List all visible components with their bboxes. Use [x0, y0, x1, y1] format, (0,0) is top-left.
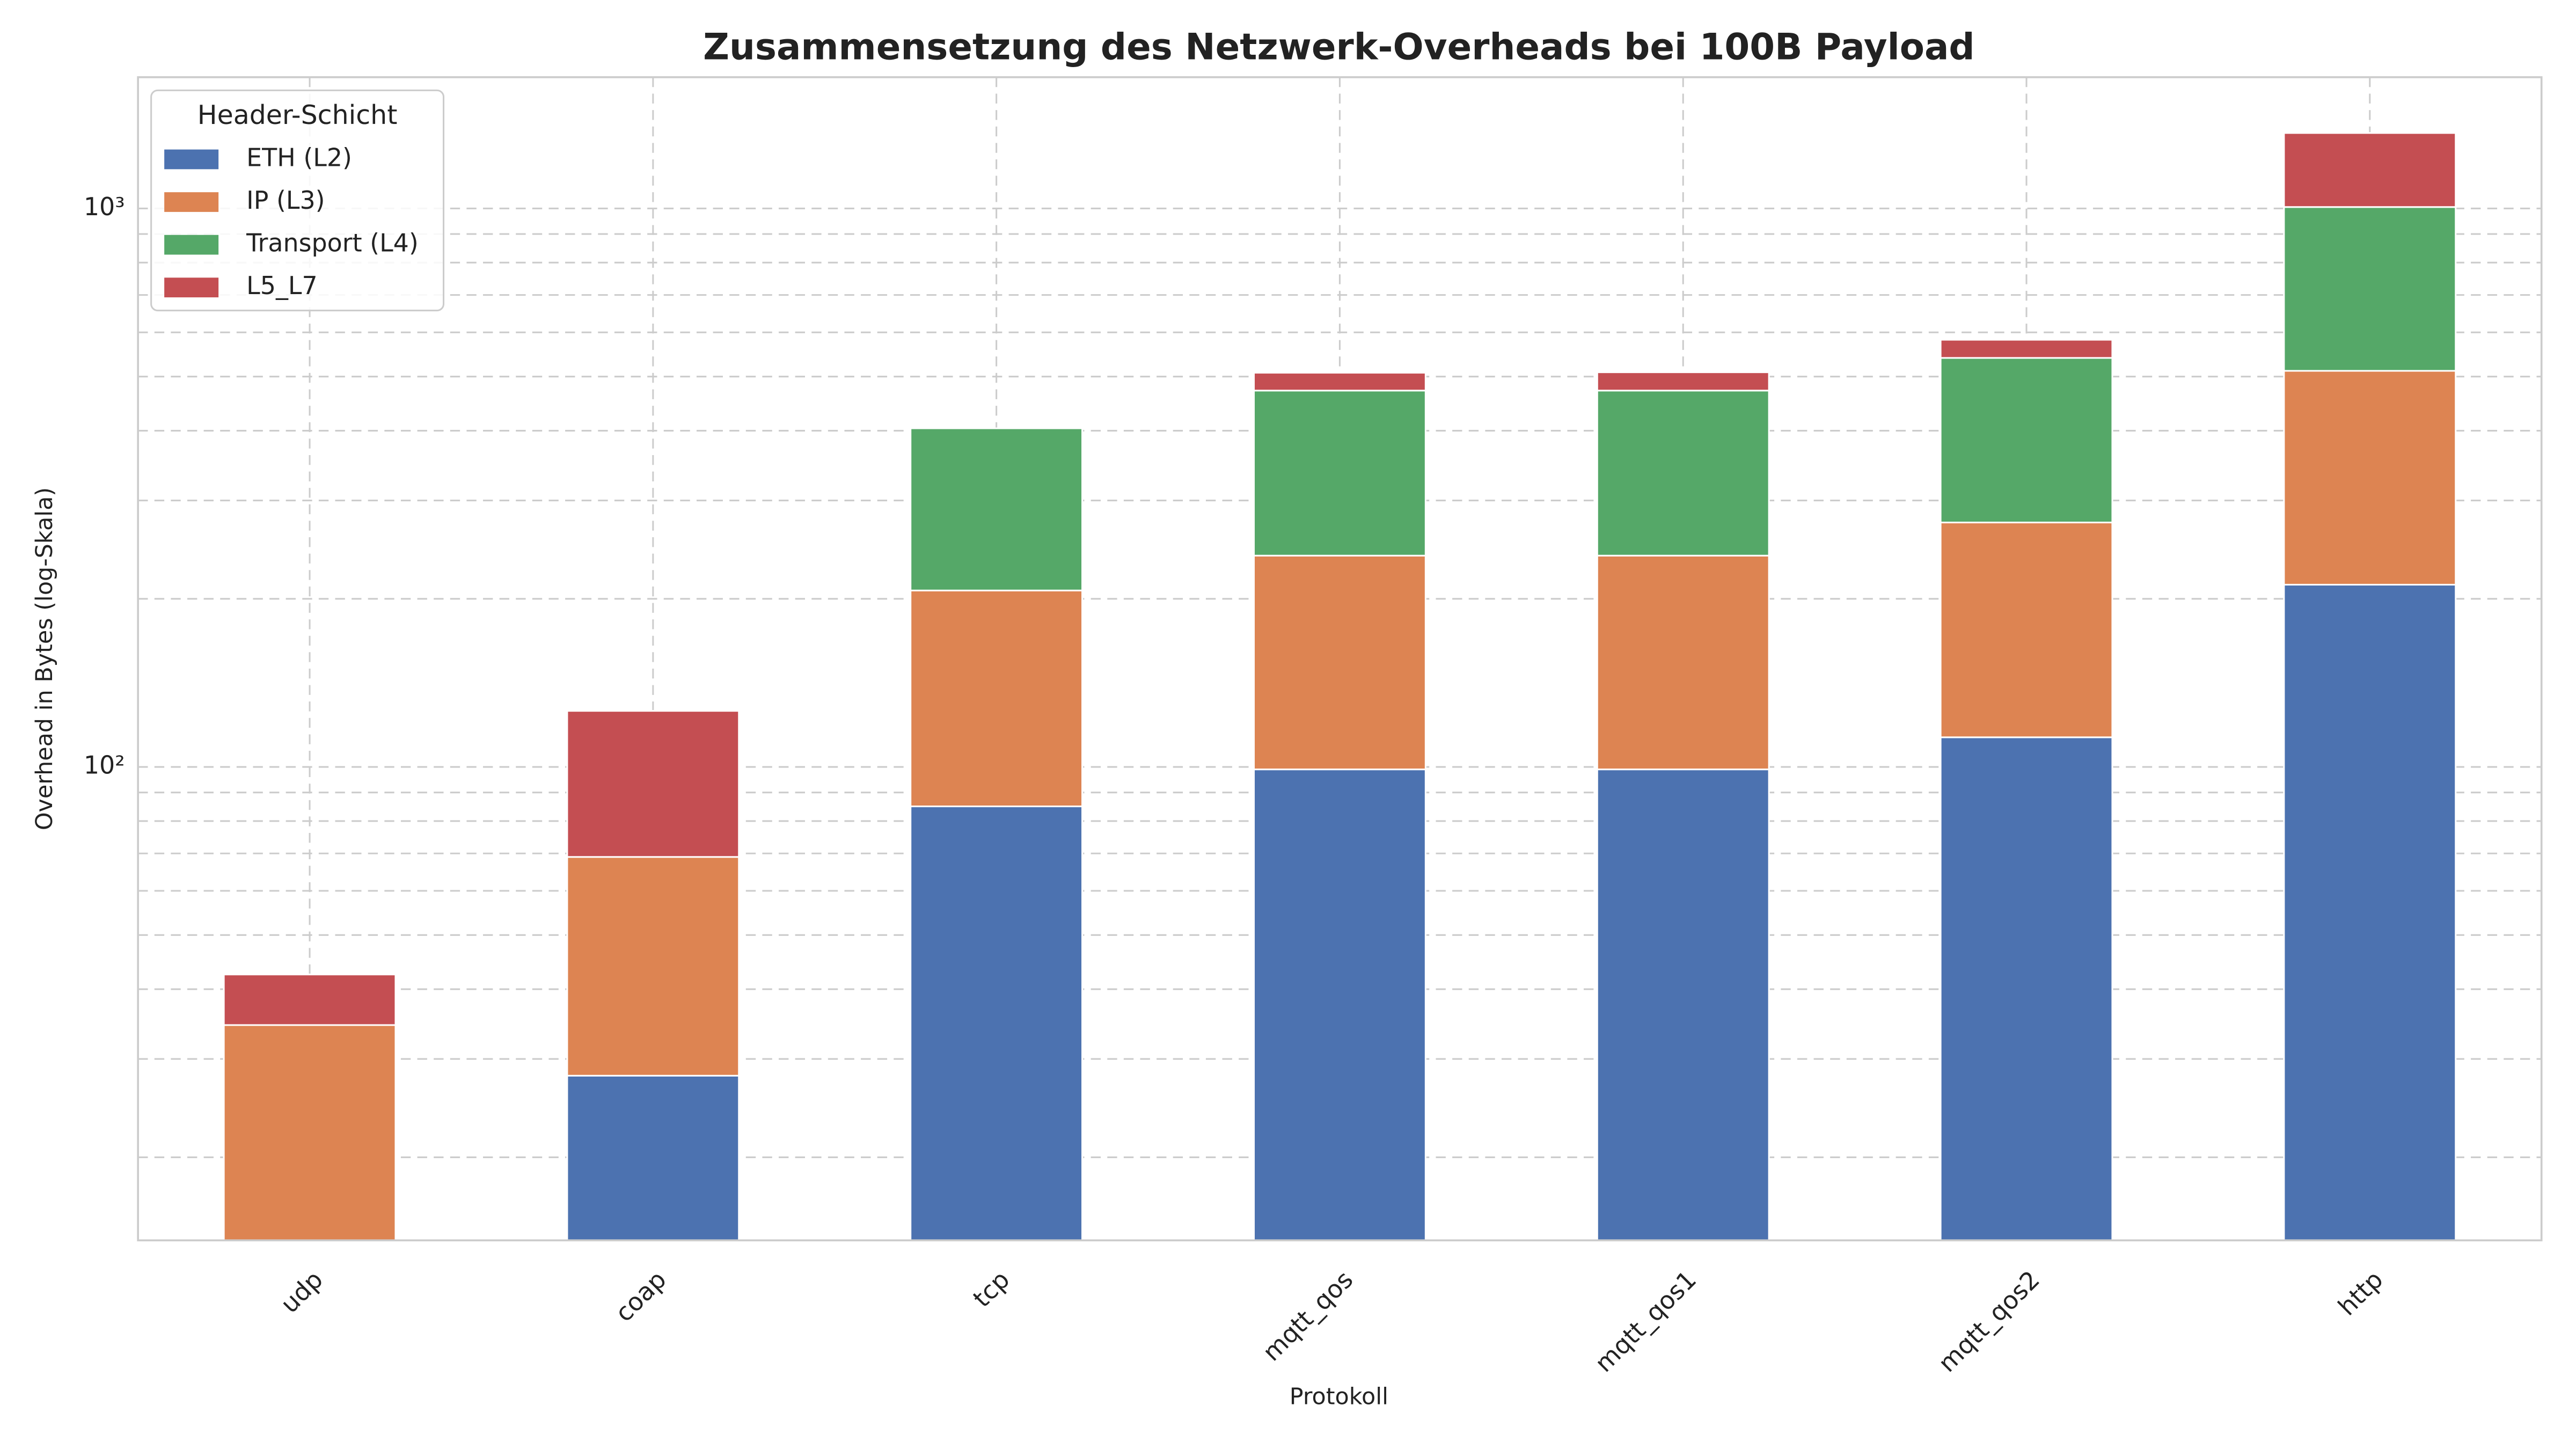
legend-title: Header-Schicht — [197, 100, 398, 130]
chart-title: Zusammensetzung des Netzwerk-Overheads b… — [703, 25, 1974, 68]
legend-box — [150, 89, 445, 312]
bar-segment — [1940, 357, 2113, 524]
bar-segment — [566, 856, 740, 1077]
legend-swatch — [164, 149, 219, 170]
legend-swatch — [164, 192, 219, 212]
bar-segment — [1940, 522, 2113, 738]
bar-segment — [1253, 554, 1426, 771]
bars — [223, 132, 2457, 1241]
bar-segment — [2283, 370, 2457, 586]
bar-segment — [1253, 372, 1426, 392]
bar-segment — [1253, 390, 1426, 557]
legend-swatch — [164, 235, 219, 255]
bar-segment — [1253, 769, 1426, 1241]
bar-segment — [910, 589, 1084, 808]
y-axis-label: Overhead in Bytes (log-Skala) — [31, 487, 58, 830]
bar-segment — [223, 974, 397, 1026]
bar-segment — [1940, 736, 2113, 1241]
x-axis-label: Protokoll — [1290, 1384, 1388, 1410]
legend-swatch — [164, 277, 219, 298]
legend: Header-Schicht ETH (L2) IP (L3) Transport (… — [150, 89, 445, 312]
bar-segment — [1596, 390, 1770, 557]
bar-segment — [910, 805, 1084, 1241]
bar-segment — [223, 1024, 397, 1241]
bar-segment — [2283, 132, 2457, 208]
y-tick-label: 10² — [84, 751, 125, 780]
legend-label: Transport (L4) — [246, 229, 419, 258]
bar-segment — [1940, 339, 2113, 359]
legend-label: L5_L7 — [246, 271, 318, 300]
bar-segment — [1596, 371, 1770, 392]
bar-segment — [566, 1074, 740, 1241]
y-tick-label: 10³ — [84, 192, 125, 221]
bar-segment — [566, 710, 740, 858]
bar-segment — [1596, 554, 1770, 771]
bar-segment — [2283, 583, 2457, 1241]
plot-frame — [137, 76, 2543, 1242]
bar-segment — [2283, 206, 2457, 372]
bar-segment — [1596, 769, 1770, 1241]
legend-label: IP (L3) — [246, 186, 325, 215]
legend-label: ETH (L2) — [246, 143, 352, 172]
bar-segment — [910, 427, 1084, 591]
